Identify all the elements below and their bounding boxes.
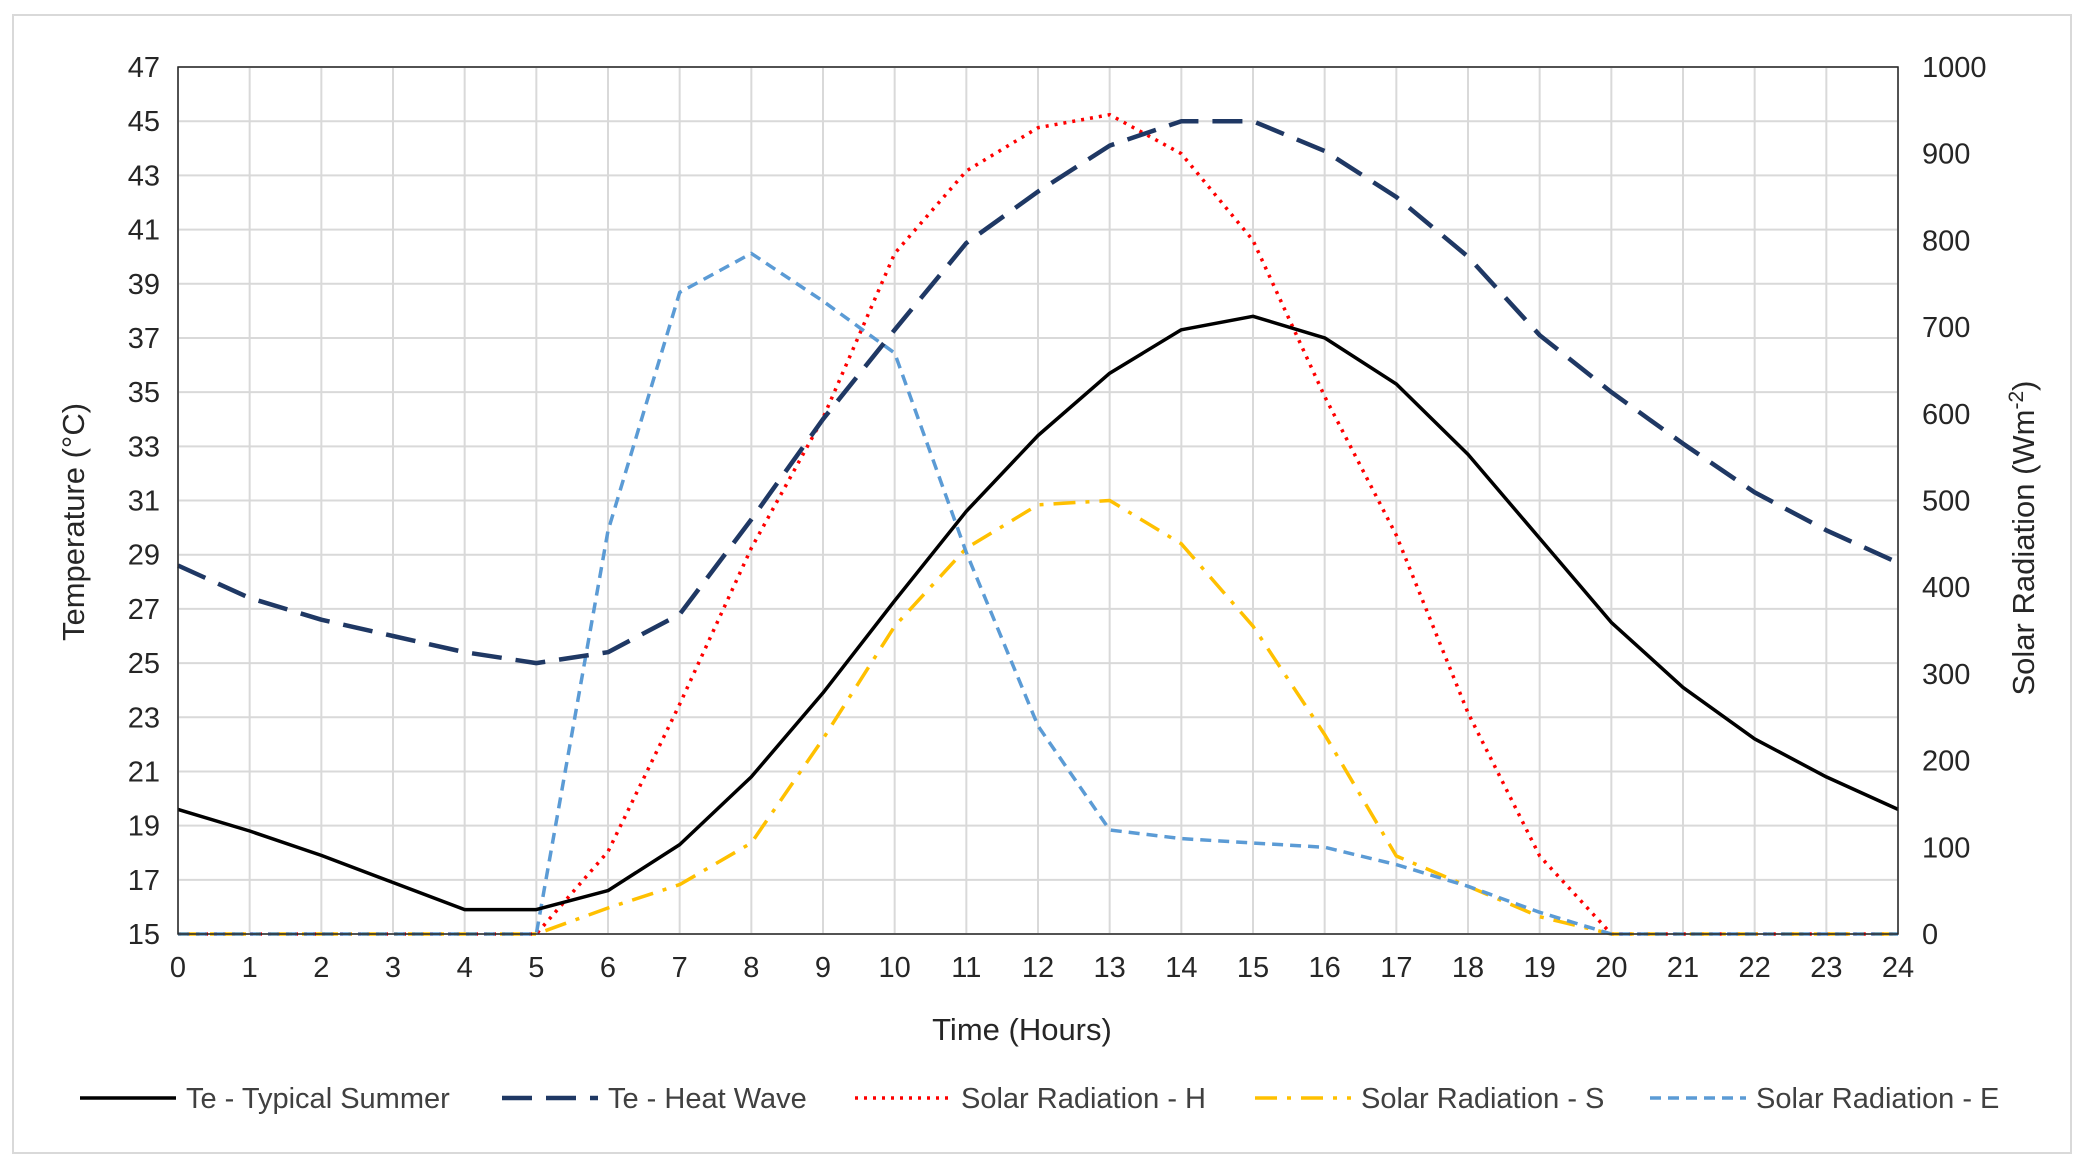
y2-tick-label: 200: [1922, 746, 1970, 778]
x-tick-label: 3: [385, 952, 401, 984]
y-tick-label: 19: [128, 811, 160, 843]
y-tick-label: 37: [128, 323, 160, 355]
x-tick-label: 2: [313, 952, 329, 984]
y-tick-label: 25: [128, 648, 160, 680]
y-tick-labels: 15 17 19 21 23 25 27 29 31 33 35 37 39 41 43 45 47: [128, 52, 160, 951]
y2-axis-title-main: Solar Radiation (Wm: [2006, 410, 2041, 696]
y-tick-label: 27: [128, 594, 160, 626]
x-tick-label: 7: [672, 952, 688, 984]
x-tick-label: 17: [1380, 952, 1412, 984]
y2-tick-label: 0: [1922, 919, 1938, 951]
x-tick-label: 24: [1882, 952, 1914, 984]
y-tick-label: 29: [128, 540, 160, 572]
y2-tick-label: 1000: [1922, 52, 1987, 84]
x-tick-label: 6: [600, 952, 616, 984]
x-tick-labels: 0 1 2 3 4 5 6 7 8 9 10 11 12 13 14 15 16 17 18 19 20 21 22 23 24: [170, 952, 1914, 984]
x-tick-label: 19: [1524, 952, 1556, 984]
y2-tick-label: 600: [1922, 399, 1970, 431]
x-tick-label: 20: [1595, 952, 1627, 984]
x-tick-label: 21: [1667, 952, 1699, 984]
y2-tick-label: 500: [1922, 486, 1970, 518]
legend-label: Solar Radiation - S: [1361, 1083, 1604, 1115]
legend-label: Te - Typical Summer: [186, 1083, 450, 1115]
legend: Te - Typical Summer Te - Heat Wave Solar R…: [80, 1083, 1999, 1115]
y-tick-label: 43: [128, 160, 160, 192]
y-tick-label: 21: [128, 756, 160, 788]
y-axis-title: Temperature (°C): [56, 403, 91, 641]
plot-area-border: [177, 66, 1899, 935]
x-tick-label: 9: [815, 952, 831, 984]
x-tick-label: 16: [1309, 952, 1341, 984]
y2-tick-label: 800: [1922, 225, 1970, 257]
y-tick-label: 41: [128, 215, 160, 247]
x-tick-label: 5: [528, 952, 544, 984]
y-tick-label: 33: [128, 431, 160, 463]
y-tick-label: 15: [128, 919, 160, 951]
x-tick-label: 13: [1094, 952, 1126, 984]
y2-tick-labels: 0 100 200 300 400 500 600 700 800 900 1000: [1922, 52, 1987, 951]
legend-label: Solar Radiation - H: [961, 1083, 1206, 1115]
y2-tick-label: 300: [1922, 659, 1970, 691]
x-tick-label: 18: [1452, 952, 1484, 984]
x-tick-label: 8: [743, 952, 759, 984]
y2-tick-label: 900: [1922, 139, 1970, 171]
y-tick-label: 23: [128, 702, 160, 734]
x-tick-label: 4: [457, 952, 473, 984]
x-tick-label: 0: [170, 952, 186, 984]
y-tick-label: 17: [128, 865, 160, 897]
legend-label: Solar Radiation - E: [1756, 1083, 1999, 1115]
legend-label: Te - Heat Wave: [608, 1083, 807, 1115]
y2-tick-label: 700: [1922, 312, 1970, 344]
x-tick-label: 10: [879, 952, 911, 984]
x-tick-label: 22: [1739, 952, 1771, 984]
y2-tick-label: 400: [1922, 572, 1970, 604]
x-tick-label: 1: [242, 952, 258, 984]
series-line-te-typical-summer: [177, 314, 1899, 912]
x-tick-label: 23: [1810, 952, 1842, 984]
y2-axis-title-close: ): [2006, 381, 2041, 391]
x-axis-title: Time (Hours): [932, 1012, 1112, 1047]
y-tick-label: 47: [128, 52, 160, 84]
y-tick-label: 35: [128, 377, 160, 409]
y-tick-label: 39: [128, 269, 160, 301]
x-tick-label: 15: [1237, 952, 1269, 984]
y2-axis-title-superscript: -2: [2005, 391, 2028, 410]
x-tick-label: 11: [951, 952, 981, 984]
grid: [177, 66, 1899, 935]
chart-frame: [12, 14, 2072, 1154]
series-line-te-heat-wave: [177, 118, 1899, 666]
y-tick-label: 31: [128, 486, 160, 518]
y2-tick-label: 100: [1922, 832, 1970, 864]
x-tick-label: 12: [1022, 952, 1054, 984]
y-tick-label: 45: [128, 106, 160, 138]
y2-axis-title: Solar Radiation (Wm-2): [2005, 381, 2041, 696]
x-tick-label: 14: [1165, 952, 1197, 984]
